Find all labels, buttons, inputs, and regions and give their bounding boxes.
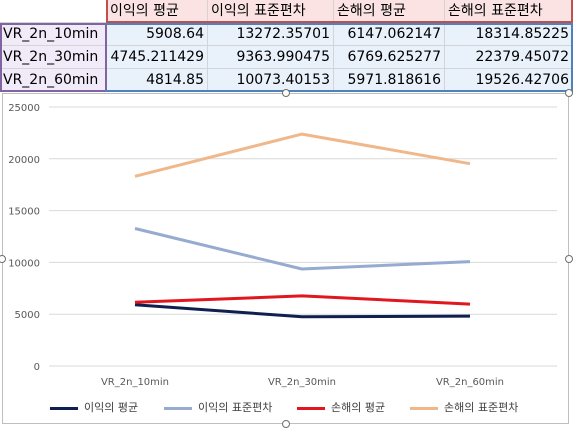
resize-handle-left-middle[interactable] bbox=[0, 255, 6, 263]
y-tick-label: 25000 bbox=[8, 103, 40, 114]
table-cell[interactable]: 9363.990475 bbox=[208, 46, 334, 69]
row-label-10min[interactable]: VR_2n_10min bbox=[0, 23, 107, 46]
series-lines bbox=[134, 132, 471, 319]
table-cell[interactable]: 10073.40153 bbox=[208, 69, 334, 92]
legend-swatch bbox=[297, 406, 325, 410]
legend-swatch bbox=[50, 406, 78, 410]
values-range-highlight bbox=[105, 23, 573, 92]
table-cell[interactable]: 19526.42706 bbox=[445, 69, 573, 92]
category-range-highlight bbox=[0, 23, 107, 92]
table-cell[interactable]: 4814.85 bbox=[107, 69, 208, 92]
y-tick-label: 15000 bbox=[8, 207, 40, 218]
spreadsheet-grid: 이익의 평균 이익의 표준편차 손해의 평균 손해의 표준편차 VR_2n_10… bbox=[0, 0, 573, 92]
x-tick-label: VR_2n_30min bbox=[268, 377, 336, 388]
legend-label: 손해의 평균 bbox=[331, 401, 386, 414]
y-tick-label: 0 bbox=[34, 362, 40, 373]
y-tick-label: 5000 bbox=[15, 310, 40, 321]
legend-label: 이익의 표준편차 bbox=[198, 401, 273, 414]
legend-item-4[interactable]: 손해의 표준편차 bbox=[410, 400, 518, 416]
series-line-3[interactable] bbox=[134, 294, 471, 306]
table-cell[interactable]: 6769.625277 bbox=[334, 46, 445, 69]
resize-handle-right-middle[interactable] bbox=[565, 255, 573, 263]
x-tick-label: VR_2n_60min bbox=[436, 377, 504, 388]
table-cell[interactable]: 5908.64 bbox=[107, 23, 208, 46]
series-line-2[interactable] bbox=[134, 227, 471, 271]
legend-label: 손해의 표준편차 bbox=[444, 401, 519, 414]
chart-area[interactable] bbox=[2, 93, 569, 424]
series-line-4[interactable] bbox=[134, 132, 471, 178]
legend-item-1[interactable]: 이익의 평균 bbox=[50, 400, 138, 416]
resize-handle-top-middle[interactable] bbox=[282, 89, 290, 97]
legend-swatch bbox=[410, 406, 438, 410]
table-cell[interactable]: 4745.211429 bbox=[107, 46, 208, 69]
series-name-range-highlight bbox=[106, 0, 573, 23]
legend-item-3[interactable]: 손해의 평균 bbox=[297, 400, 385, 416]
table-cell[interactable]: 13272.35701 bbox=[208, 23, 334, 46]
x-axis-ticks: VR_2n_10min VR_2n_30min VR_2n_60min bbox=[101, 377, 504, 388]
x-tick-label: VR_2n_10min bbox=[101, 377, 169, 388]
y-axis-ticks: 0 5000 10000 15000 20000 25000 bbox=[8, 103, 40, 373]
y-tick-label: 10000 bbox=[8, 258, 40, 269]
series-line-1[interactable] bbox=[134, 303, 471, 319]
legend-label: 이익의 평균 bbox=[84, 401, 139, 414]
table-cell[interactable]: 6147.062147 bbox=[334, 23, 445, 46]
table-cell[interactable]: 22379.45072 bbox=[445, 46, 573, 69]
resize-handle-top-right[interactable] bbox=[565, 89, 573, 97]
gridlines bbox=[49, 106, 557, 367]
legend-item-2[interactable]: 이익의 표준편차 bbox=[164, 400, 272, 416]
row-label-30min[interactable]: VR_2n_30min bbox=[0, 46, 107, 69]
y-tick-label: 20000 bbox=[8, 155, 40, 166]
table-cell[interactable]: 18314.85225 bbox=[445, 23, 573, 46]
legend-swatch bbox=[164, 406, 192, 410]
